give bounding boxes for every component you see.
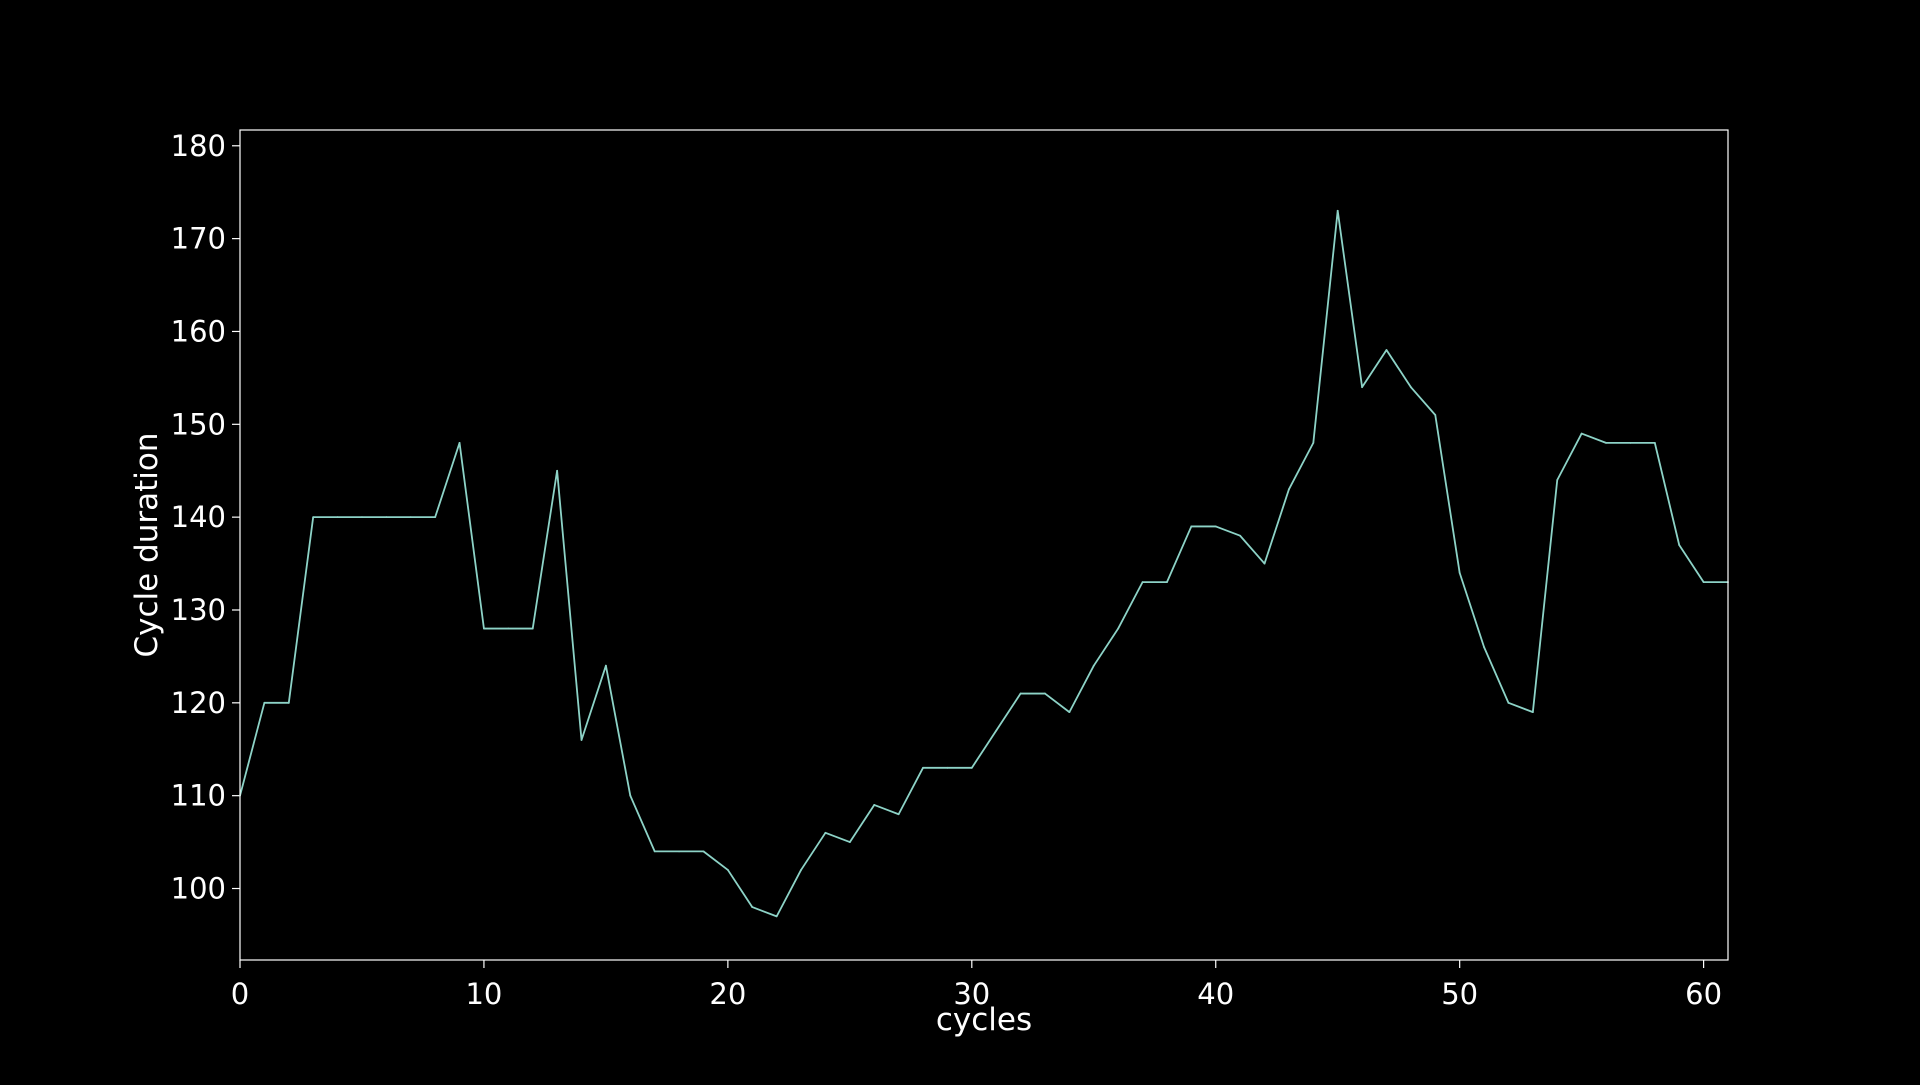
data-point bbox=[1117, 627, 1120, 630]
data-point bbox=[1653, 441, 1656, 444]
data-point bbox=[1166, 581, 1168, 584]
data-point bbox=[1288, 488, 1290, 491]
data-point bbox=[824, 831, 827, 834]
data-point bbox=[409, 516, 412, 519]
data-point bbox=[507, 627, 510, 630]
x-tick-label: 10 bbox=[465, 977, 502, 1011]
data-point bbox=[702, 850, 705, 853]
data-point bbox=[1507, 701, 1510, 704]
x-tick-label: 20 bbox=[709, 977, 746, 1011]
ticks-layer: 0 10 20 30 40 50 60 100 110 120 130 140 150 160 170 180 bbox=[171, 129, 1722, 1011]
data-point bbox=[434, 516, 437, 519]
data-point bbox=[629, 794, 632, 797]
data-point bbox=[1605, 441, 1607, 444]
x-tick-label: 0 bbox=[231, 977, 249, 1011]
data-point bbox=[726, 869, 729, 871]
data-point bbox=[995, 729, 998, 732]
data-point bbox=[800, 869, 802, 871]
data-point bbox=[1361, 386, 1363, 389]
data-point bbox=[775, 915, 778, 918]
data-point bbox=[287, 701, 290, 704]
data-point bbox=[1580, 432, 1583, 435]
data-point bbox=[922, 766, 924, 769]
y-tick-label: 160 bbox=[171, 314, 226, 348]
x-tick-label: 30 bbox=[953, 977, 990, 1011]
y-tick-label: 110 bbox=[171, 779, 226, 813]
data-point bbox=[531, 627, 534, 630]
data-point bbox=[361, 516, 363, 519]
data-point bbox=[1409, 386, 1412, 389]
data-point bbox=[1336, 209, 1339, 212]
data-point bbox=[1190, 525, 1193, 528]
x-axis-label: cycles bbox=[936, 1002, 1032, 1038]
data-point bbox=[1483, 646, 1485, 649]
data-point bbox=[556, 469, 559, 472]
y-tick-label: 120 bbox=[171, 686, 226, 720]
data-point bbox=[263, 701, 266, 704]
data-point bbox=[1092, 664, 1095, 667]
data-point bbox=[1678, 544, 1681, 546]
data-point bbox=[1531, 711, 1534, 714]
y-tick-label: 180 bbox=[171, 129, 226, 163]
data-point bbox=[751, 906, 754, 908]
x-tick-label: 40 bbox=[1197, 977, 1234, 1011]
data-point bbox=[1434, 414, 1437, 416]
data-point bbox=[580, 739, 583, 741]
data-point bbox=[946, 766, 949, 769]
data-point bbox=[1385, 349, 1388, 351]
y-tick-label: 140 bbox=[171, 500, 226, 534]
data-point bbox=[336, 516, 339, 519]
data-point bbox=[483, 627, 485, 630]
y-tick-label: 150 bbox=[171, 407, 226, 441]
data-point bbox=[848, 841, 851, 843]
y-tick-label: 170 bbox=[171, 222, 226, 256]
plot-frame bbox=[239, 129, 1729, 961]
data-point bbox=[1629, 441, 1632, 444]
y-tick-label: 100 bbox=[171, 872, 226, 906]
data-point bbox=[897, 813, 900, 816]
data-point bbox=[1556, 479, 1559, 481]
data-point bbox=[458, 441, 461, 444]
data-point bbox=[1239, 534, 1242, 537]
data-point bbox=[605, 664, 607, 667]
y-tick-label: 130 bbox=[171, 593, 226, 627]
data-point bbox=[1141, 581, 1144, 584]
x-tick-label: 60 bbox=[1685, 977, 1722, 1011]
data-point bbox=[1702, 581, 1705, 584]
data-point bbox=[385, 516, 388, 519]
data-point bbox=[312, 516, 315, 519]
data-point bbox=[1263, 562, 1266, 565]
data-point bbox=[873, 804, 876, 806]
data-point bbox=[1019, 692, 1022, 695]
series-layer bbox=[239, 209, 1729, 918]
series-line bbox=[239, 209, 1728, 918]
data-point bbox=[1044, 692, 1046, 695]
data-point bbox=[653, 850, 656, 853]
data-point bbox=[1214, 525, 1217, 528]
data-point bbox=[1312, 441, 1315, 444]
data-point bbox=[1068, 711, 1071, 714]
data-point bbox=[1458, 571, 1461, 574]
x-tick-label: 50 bbox=[1441, 977, 1478, 1011]
y-axis-label: Cycle duration bbox=[129, 432, 165, 657]
data-point bbox=[678, 850, 680, 853]
data-point bbox=[970, 766, 973, 769]
